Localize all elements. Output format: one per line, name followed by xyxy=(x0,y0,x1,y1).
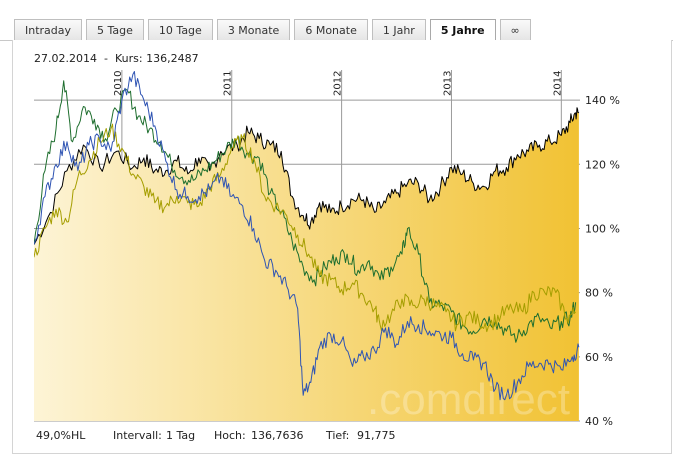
chart-series-lines xyxy=(34,71,580,401)
x-tick-label: 2013 xyxy=(442,71,453,96)
series-line-1 xyxy=(34,80,577,343)
chart-area-fill xyxy=(34,107,579,421)
x-tick-label: 2012 xyxy=(333,71,344,96)
y-tick-label: 140 % xyxy=(585,94,620,107)
header-separator: - xyxy=(103,52,108,65)
price-label: Kurs: xyxy=(114,52,143,65)
tab-7[interactable]: ∞ xyxy=(499,19,531,41)
x-tick-label: 2010 xyxy=(113,71,124,96)
tab-0[interactable]: Intraday xyxy=(14,19,83,41)
x-tick-label: 2011 xyxy=(223,71,234,96)
tab-2[interactable]: 10 Tage xyxy=(147,19,213,41)
high-label: Hoch: xyxy=(214,429,246,442)
timeframe-tabs: Intraday 5 Tage 10 Tage 3 Monate 6 Monate 1 J… xyxy=(14,19,535,42)
area-fill-main xyxy=(34,107,579,421)
tab-3[interactable]: 3 Monate xyxy=(216,19,291,41)
price-header: 27.02.2014 - Kurs: 136,2487 xyxy=(34,52,199,65)
y-axis-labels: 40 % 60 % 80 % 100 % 120 % 140 % xyxy=(585,94,620,428)
interval-label: Intervall: xyxy=(113,429,162,442)
tab-6[interactable]: 5 Jahre xyxy=(429,19,496,42)
interval-value: 1 Tag xyxy=(166,429,196,442)
tab-4[interactable]: 6 Monate xyxy=(294,19,368,41)
low-value: 91,775 xyxy=(357,429,396,442)
y-tick-label: 40 % xyxy=(585,415,613,428)
watermark-logo: .comdirect xyxy=(367,375,570,424)
price-date: 27.02.2014 xyxy=(34,52,97,65)
low-label: Tief: xyxy=(326,429,350,442)
tab-5[interactable]: 1 Jahr xyxy=(371,19,426,41)
x-tick-label: 2014 xyxy=(552,71,563,96)
y-tick-label: 60 % xyxy=(585,351,613,364)
x-axis-labels: 2010 2011 2012 2013 2014 xyxy=(113,71,563,96)
high-value: 136,7636 xyxy=(251,429,304,442)
y-tick-label: 120 % xyxy=(585,158,620,171)
high-low-ratio: 49,0%HL xyxy=(36,429,86,442)
series-line-2 xyxy=(34,123,576,333)
y-tick-label: 80 % xyxy=(585,287,613,300)
price-value: 136,2487 xyxy=(146,52,199,65)
y-tick-label: 100 % xyxy=(585,222,620,235)
series-line-3 xyxy=(34,71,580,401)
tab-1[interactable]: 5 Tage xyxy=(86,19,144,41)
series-line-0 xyxy=(34,107,580,245)
